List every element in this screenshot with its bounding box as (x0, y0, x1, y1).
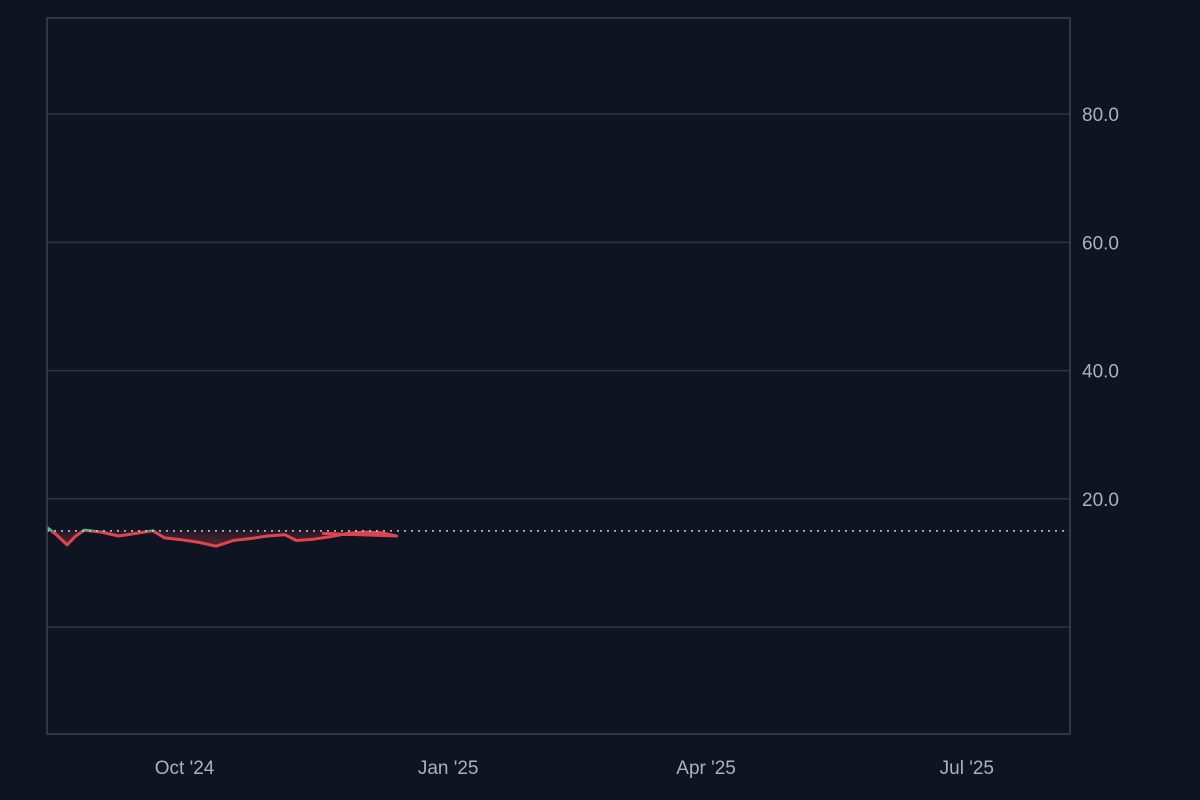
x-tick-label: Jan '25 (418, 758, 479, 779)
y-tick-label: 40.0 (1082, 362, 1119, 383)
price-lines (46, 526, 399, 548)
price-line-down (48, 530, 399, 548)
frame-border (46, 17, 1071, 735)
price-line-up (46, 526, 372, 531)
x-tick-label: Jul '25 (940, 758, 994, 779)
x-tick-label: Oct '24 (155, 758, 215, 779)
y-axis: 20.0 40.0 60.0 80.0 (1082, 105, 1119, 511)
y-tick-label: 60.0 (1082, 233, 1119, 254)
x-axis: Oct '24 Jan '25 Apr '25 Jul '25 (155, 758, 994, 779)
grid-lines (47, 113, 1070, 628)
x-tick-label: Apr '25 (676, 758, 736, 779)
price-area (47, 527, 397, 547)
y-tick-label: 20.0 (1082, 490, 1119, 511)
area-below-baseline (51, 530, 397, 547)
chart-frame (46, 17, 1071, 735)
y-tick-label: 80.0 (1082, 105, 1119, 126)
